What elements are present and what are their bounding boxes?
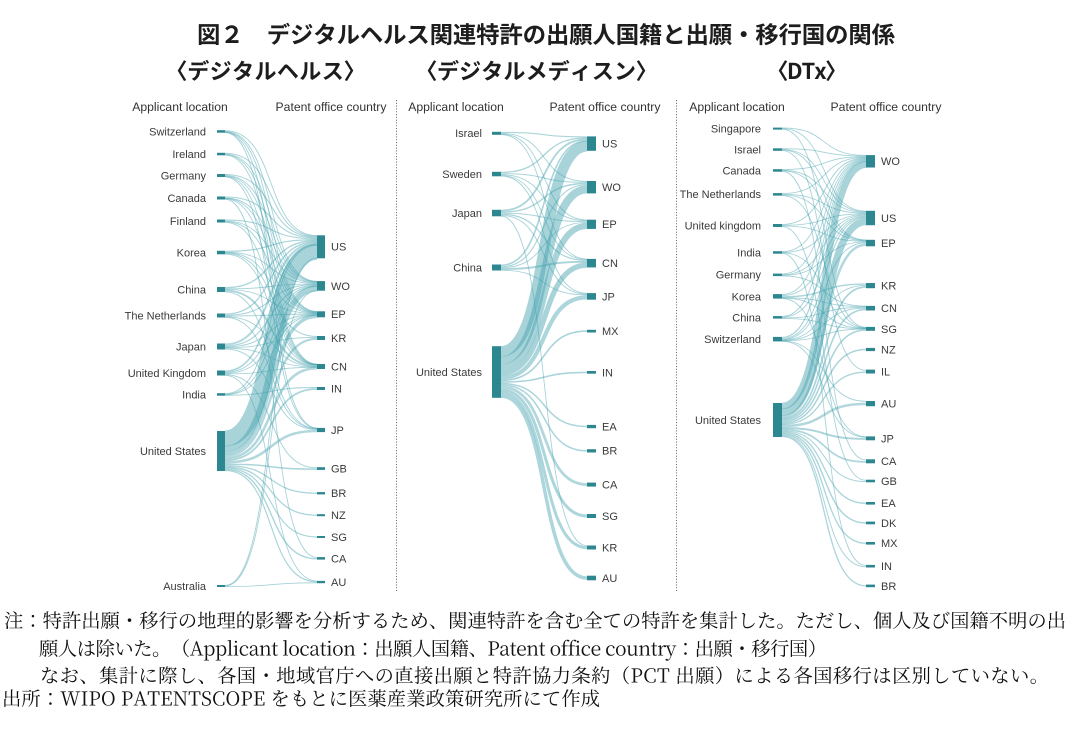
- svg-text:BR: BR: [331, 488, 346, 500]
- svg-text:EP: EP: [602, 219, 617, 231]
- svg-text:JP: JP: [331, 425, 344, 437]
- svg-text:AU: AU: [881, 399, 896, 411]
- svg-text:Patent office country: Patent office country: [550, 100, 662, 114]
- svg-text:AU: AU: [331, 577, 346, 589]
- svg-text:NZ: NZ: [331, 510, 346, 522]
- svg-text:KR: KR: [602, 542, 617, 554]
- svg-text:United Kingdom: United Kingdom: [128, 368, 206, 380]
- svg-text:CN: CN: [881, 303, 897, 315]
- svg-text:MX: MX: [602, 326, 619, 338]
- svg-text:BR: BR: [881, 581, 896, 593]
- svg-text:US: US: [331, 242, 346, 254]
- svg-text:CA: CA: [331, 553, 347, 565]
- svg-text:Finland: Finland: [170, 216, 206, 228]
- svg-text:China: China: [177, 284, 207, 296]
- svg-text:MX: MX: [881, 538, 898, 550]
- svg-text:Israel: Israel: [734, 145, 761, 157]
- svg-text:Switzerland: Switzerland: [704, 334, 761, 346]
- svg-text:Germany: Germany: [161, 170, 207, 182]
- svg-text:WO: WO: [602, 182, 621, 194]
- svg-text:DK: DK: [881, 518, 897, 530]
- svg-text:Canada: Canada: [722, 165, 761, 177]
- svg-text:GB: GB: [331, 464, 347, 476]
- svg-text:Applicant location: Applicant location: [689, 100, 785, 114]
- svg-text:Sweden: Sweden: [442, 169, 482, 181]
- svg-text:India: India: [182, 389, 207, 401]
- svg-text:BR: BR: [602, 446, 617, 458]
- svg-text:KR: KR: [881, 281, 896, 293]
- svg-text:IN: IN: [602, 367, 613, 379]
- svg-text:Patent office country: Patent office country: [831, 100, 943, 114]
- svg-text:IN: IN: [331, 383, 342, 395]
- svg-text:SG: SG: [602, 511, 618, 523]
- svg-text:Switzerland: Switzerland: [149, 126, 206, 138]
- svg-text:The Netherlands: The Netherlands: [125, 310, 207, 322]
- svg-text:WO: WO: [331, 281, 350, 293]
- svg-text:United States: United States: [140, 446, 207, 458]
- svg-text:China: China: [453, 262, 483, 274]
- svg-text:EP: EP: [331, 309, 346, 321]
- svg-text:China: China: [732, 312, 762, 324]
- svg-text:EP: EP: [881, 238, 896, 250]
- svg-text:Germany: Germany: [716, 270, 762, 282]
- svg-text:Singapore: Singapore: [711, 124, 761, 136]
- svg-text:CA: CA: [602, 480, 618, 492]
- svg-text:JP: JP: [602, 291, 615, 303]
- svg-text:EA: EA: [602, 421, 617, 433]
- svg-text:Japan: Japan: [176, 341, 206, 353]
- svg-text:AU: AU: [602, 573, 617, 585]
- svg-text:Applicant location: Applicant location: [132, 100, 228, 114]
- svg-text:Australia: Australia: [163, 581, 207, 593]
- svg-text:JP: JP: [881, 433, 894, 445]
- svg-text:Ireland: Ireland: [172, 149, 206, 161]
- svg-text:NZ: NZ: [881, 344, 896, 356]
- svg-text:KR: KR: [331, 333, 346, 345]
- svg-text:US: US: [602, 139, 617, 151]
- svg-text:EA: EA: [881, 498, 896, 510]
- svg-text:United kingdom: United kingdom: [685, 220, 761, 232]
- svg-text:Japan: Japan: [452, 208, 482, 220]
- svg-text:CA: CA: [881, 456, 897, 468]
- svg-text:GB: GB: [881, 476, 897, 488]
- svg-text:United States: United States: [695, 415, 762, 427]
- svg-text:Israel: Israel: [455, 128, 482, 140]
- svg-text:Korea: Korea: [177, 247, 207, 259]
- svg-text:CN: CN: [331, 361, 347, 373]
- svg-text:SG: SG: [331, 532, 347, 544]
- svg-text:Korea: Korea: [732, 291, 762, 303]
- svg-text:US: US: [881, 213, 896, 225]
- svg-text:The Netherlands: The Netherlands: [680, 189, 762, 201]
- svg-text:Patent office country: Patent office country: [276, 100, 388, 114]
- svg-text:SG: SG: [881, 324, 897, 336]
- svg-text:United States: United States: [416, 367, 483, 379]
- svg-text:Canada: Canada: [167, 193, 206, 205]
- svg-text:WO: WO: [881, 156, 900, 168]
- svg-text:IL: IL: [881, 366, 890, 378]
- svg-text:India: India: [737, 247, 762, 259]
- svg-text:Applicant location: Applicant location: [408, 100, 504, 114]
- svg-text:CN: CN: [602, 258, 618, 270]
- svg-text:IN: IN: [881, 561, 892, 573]
